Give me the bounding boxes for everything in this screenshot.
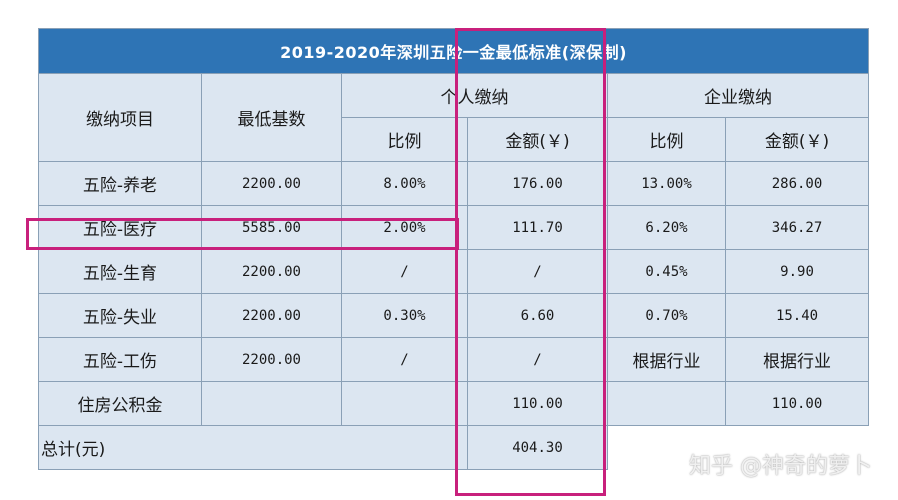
cell-company-amount: 根据行业 <box>724 337 870 382</box>
total-label: 总计(元) <box>38 425 468 470</box>
table-row: 五险-养老 2200.00 8.00% 176.00 13.00% 286.00 <box>38 161 870 206</box>
title-row: 2019-2020年深圳五险一金最低标准(深保制) <box>37 28 870 74</box>
table-row: 五险-医疗 5585.00 2.00% 111.70 6.20% 346.27 <box>38 205 870 250</box>
cell-personal-amount: 111.70 <box>467 205 608 250</box>
cell-personal-ratio: / <box>341 249 468 294</box>
cell-personal-ratio <box>341 381 468 426</box>
header-row-1: 缴纳项目 最低基数 个人缴纳 企业缴纳 <box>38 73 870 162</box>
cell-personal-amount: / <box>467 249 608 294</box>
header-company: 企业缴纳 <box>606 73 870 118</box>
cell-base: 5585.00 <box>201 205 342 250</box>
table-row: 五险-失业 2200.00 0.30% 6.60 0.70% 15.40 <box>38 293 870 338</box>
watermark-text: 知乎 @神奇的萝卜 <box>689 454 872 479</box>
total-row: 总计(元) 404.30 <box>38 425 869 470</box>
cell-company-amount: 286.00 <box>724 161 870 206</box>
header-personal: 个人缴纳 <box>341 73 608 118</box>
cell-company-ratio: 0.70% <box>607 293 726 338</box>
cell-company-ratio: 0.45% <box>607 249 726 294</box>
cell-personal-ratio: 0.30% <box>341 293 468 338</box>
cell-personal-ratio: 8.00% <box>341 161 468 206</box>
cell-item: 五险-养老 <box>38 161 202 206</box>
header-personal-amount: 金额(￥) <box>467 117 608 162</box>
header-item: 缴纳项目 <box>38 73 202 162</box>
header-personal-ratio: 比例 <box>341 117 468 162</box>
cell-base: 2200.00 <box>201 337 342 382</box>
cell-personal-amount: / <box>467 337 608 382</box>
cell-company-ratio: 6.20% <box>607 205 726 250</box>
cell-personal-ratio: 2.00% <box>341 205 468 250</box>
cell-personal-amount: 110.00 <box>467 381 608 426</box>
cell-personal-ratio: / <box>341 337 468 382</box>
cell-company-amount: 110.00 <box>724 381 870 426</box>
cell-base <box>201 381 342 426</box>
table-row: 五险-生育 2200.00 / / 0.45% 9.90 <box>38 249 870 294</box>
cell-base: 2200.00 <box>201 161 342 206</box>
table-row: 住房公积金 110.00 110.00 <box>38 381 870 426</box>
cell-company-ratio <box>607 381 726 426</box>
insurance-standard-table: 2019-2020年深圳五险一金最低标准(深保制) 缴纳项目 最低基数 个人缴纳… <box>37 28 870 470</box>
table-title: 2019-2020年深圳五险一金最低标准(深保制) <box>37 28 870 74</box>
cell-base: 2200.00 <box>201 293 342 338</box>
cell-company-ratio: 根据行业 <box>607 337 726 382</box>
cell-company-amount: 346.27 <box>724 205 870 250</box>
total-personal-amount: 404.30 <box>467 425 608 470</box>
cell-personal-amount: 6.60 <box>467 293 608 338</box>
header-company-amount: 金额(￥) <box>724 117 870 162</box>
cell-base: 2200.00 <box>201 249 342 294</box>
cell-item: 五险-生育 <box>38 249 202 294</box>
cell-item: 住房公积金 <box>38 381 202 426</box>
cell-item: 五险-工伤 <box>38 337 202 382</box>
cell-company-ratio: 13.00% <box>607 161 726 206</box>
header-row-2: 比例 金额(￥) 比例 金额(￥) <box>39 117 870 162</box>
cell-personal-amount: 176.00 <box>467 161 608 206</box>
cell-company-amount: 9.90 <box>724 249 870 294</box>
cell-company-amount: 15.40 <box>724 293 870 338</box>
cell-item: 五险-医疗 <box>38 205 202 250</box>
table-row: 五险-工伤 2200.00 / / 根据行业 根据行业 <box>38 337 870 382</box>
total-blank <box>606 425 869 470</box>
header-company-ratio: 比例 <box>607 117 726 162</box>
header-base: 最低基数 <box>201 73 342 162</box>
cell-item: 五险-失业 <box>38 293 202 338</box>
